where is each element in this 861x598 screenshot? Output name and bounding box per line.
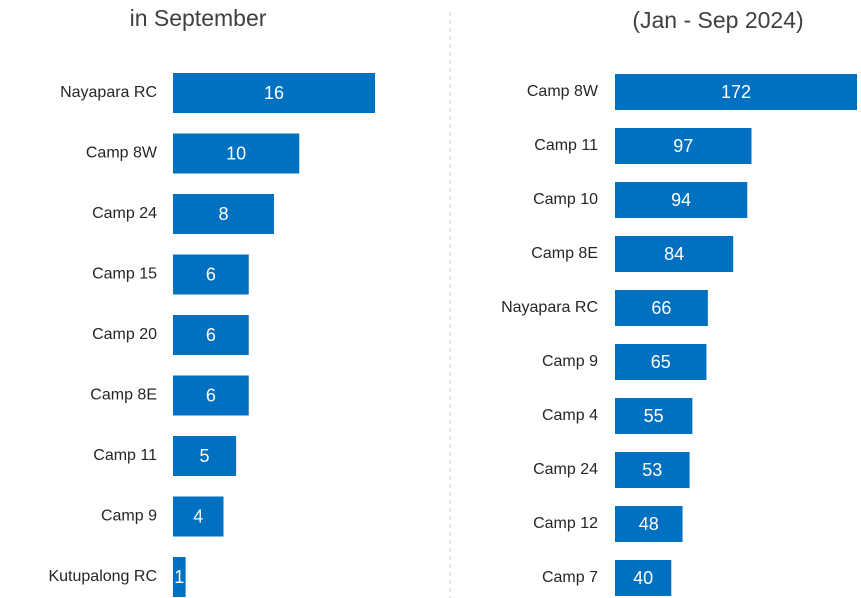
value-label: 94 bbox=[671, 190, 691, 210]
category-label: Camp 24 bbox=[533, 461, 598, 478]
value-label: 8 bbox=[218, 204, 228, 224]
value-label: 40 bbox=[633, 568, 653, 588]
category-label: Camp 8E bbox=[531, 245, 598, 262]
bar bbox=[173, 73, 375, 113]
category-label: Camp 11 bbox=[534, 137, 598, 154]
value-label: 84 bbox=[664, 244, 684, 264]
value-label: 6 bbox=[206, 264, 216, 284]
category-label: Nayapara RC bbox=[60, 84, 157, 101]
category-label: Camp 9 bbox=[542, 353, 598, 370]
category-label: Camp 8W bbox=[86, 145, 158, 162]
value-label: 16 bbox=[264, 83, 284, 103]
category-label: Kutupalong RC bbox=[48, 568, 157, 585]
category-label: Camp 24 bbox=[92, 205, 157, 222]
value-label: 6 bbox=[206, 325, 216, 345]
value-label: 55 bbox=[644, 406, 664, 426]
value-label: 10 bbox=[226, 143, 246, 163]
value-label: 4 bbox=[193, 506, 203, 526]
value-label: 65 bbox=[651, 352, 671, 372]
bar bbox=[615, 290, 708, 326]
bar bbox=[615, 74, 857, 110]
bar bbox=[615, 452, 690, 488]
category-label: Camp 10 bbox=[533, 191, 598, 208]
bar bbox=[615, 560, 672, 596]
value-label: 48 bbox=[639, 514, 659, 534]
value-label: 6 bbox=[206, 385, 216, 405]
category-label: Camp 9 bbox=[101, 508, 157, 525]
category-label: Camp 11 bbox=[93, 447, 157, 464]
bar bbox=[615, 398, 693, 434]
bar bbox=[615, 506, 683, 542]
bar bbox=[173, 315, 249, 355]
category-label: Nayapara RC bbox=[501, 299, 598, 316]
bar bbox=[615, 182, 748, 218]
bar bbox=[615, 236, 734, 272]
value-label: 172 bbox=[721, 82, 751, 102]
category-label: Camp 7 bbox=[542, 569, 598, 586]
category-label: Camp 12 bbox=[533, 515, 598, 532]
bar bbox=[173, 496, 224, 537]
value-label: 53 bbox=[642, 460, 662, 480]
bar bbox=[173, 254, 249, 295]
bar bbox=[173, 133, 300, 174]
category-label: Camp 4 bbox=[542, 407, 598, 424]
bar bbox=[615, 128, 752, 164]
category-label: Camp 8W bbox=[527, 83, 599, 100]
bar bbox=[173, 194, 274, 234]
chart-title: (Jan - Sep 2024) bbox=[632, 7, 803, 33]
bar bbox=[615, 344, 707, 380]
value-label: 1 bbox=[174, 567, 184, 587]
value-label: 97 bbox=[673, 136, 693, 156]
bar bbox=[173, 375, 249, 416]
bar bbox=[173, 557, 186, 597]
value-label: 5 bbox=[200, 446, 210, 466]
category-label: Camp 8E bbox=[90, 387, 157, 404]
category-label: Camp 15 bbox=[92, 266, 157, 283]
chart-title: in September bbox=[130, 5, 267, 31]
value-label: 66 bbox=[651, 298, 671, 318]
category-label: Camp 20 bbox=[92, 326, 157, 343]
bar bbox=[173, 436, 237, 476]
